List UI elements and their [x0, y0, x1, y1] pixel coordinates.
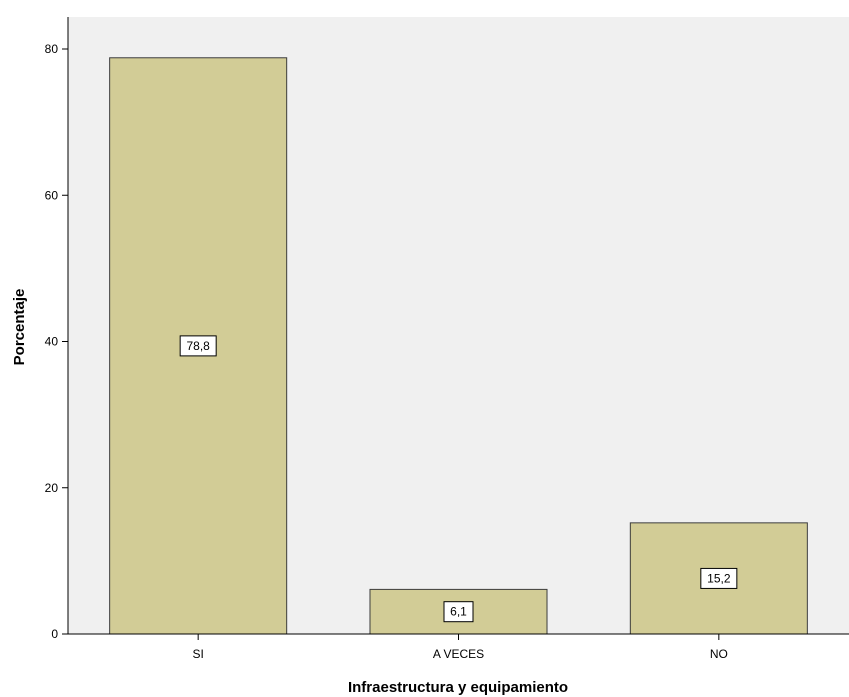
x-tick-label: SI: [192, 647, 203, 661]
y-axis-title: Porcentaje: [11, 289, 28, 366]
data-label-box: [700, 567, 738, 589]
y-tick-label: 40: [45, 335, 59, 349]
data-label: 6,1: [450, 605, 467, 619]
data-label: 15,2: [707, 571, 731, 585]
y-axis-ticks: 0 20 40 60 80: [45, 42, 68, 641]
data-label-box: [179, 335, 217, 357]
x-axis-ticks: SI A VECES NO: [192, 634, 728, 661]
y-tick-label: 60: [45, 188, 59, 202]
x-tick-label: NO: [710, 647, 728, 661]
data-label-box: [443, 601, 474, 623]
y-tick-label: 0: [51, 627, 58, 641]
data-label: 78,8: [186, 339, 210, 353]
x-tick-label: A VECES: [433, 647, 484, 661]
bars: 78,8 6,1 15,2: [109, 57, 808, 635]
y-tick-label: 20: [45, 481, 59, 495]
x-axis-title: Infraestructura y equipamiento: [348, 679, 568, 696]
y-tick-label: 80: [45, 42, 59, 56]
